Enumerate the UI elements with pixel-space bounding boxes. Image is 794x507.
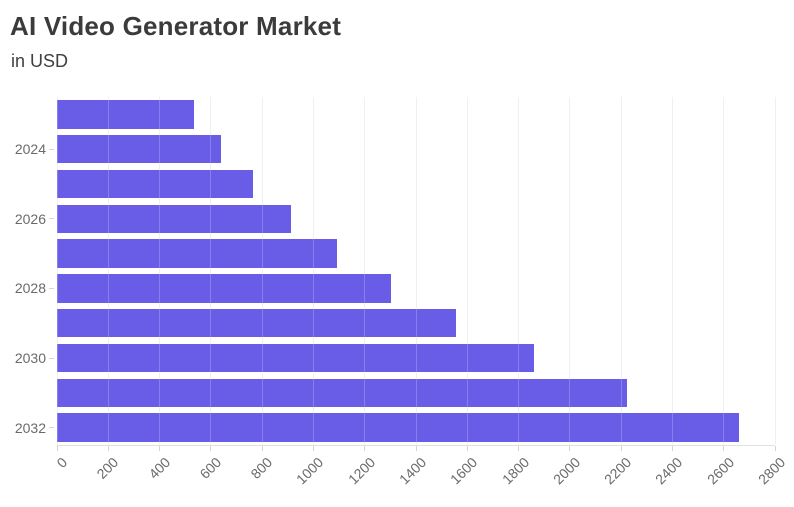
gridline-overlay: [569, 97, 571, 445]
y-axis-tick: [49, 427, 54, 429]
y-axis-tick-label: 2032: [14, 419, 46, 436]
x-axis-tick-label: 1400: [395, 454, 430, 488]
bar: [57, 378, 628, 408]
y-axis-tick: [49, 218, 54, 220]
x-axis-tick: [107, 446, 109, 451]
gridline-overlay: [466, 97, 468, 445]
bar: [57, 204, 292, 234]
gridline: [261, 97, 263, 445]
gridline-overlay: [261, 97, 263, 445]
gridline: [56, 97, 58, 445]
x-axis-tick-label: 1800: [498, 454, 532, 488]
x-axis-tick: [723, 446, 725, 451]
x-axis-tick: [620, 446, 622, 451]
plot-area: 0 200 400 600 800 1000 1200 1400 1600 1800 2000 220…: [15, 97, 788, 487]
gridline-overlay: [107, 97, 109, 445]
x-axis-tick-label: 0: [53, 454, 71, 471]
x-axis-tick: [56, 446, 58, 451]
x-axis-tick: [569, 446, 571, 451]
x-axis-tick-label: 200: [93, 454, 122, 482]
x-axis-tick-label: 1200: [344, 454, 379, 488]
x-axis-tick: [312, 446, 314, 451]
gridline: [159, 97, 161, 445]
x-axis-tick: [466, 446, 468, 451]
gridline: [671, 97, 673, 445]
bar: [57, 343, 535, 373]
bar: [57, 134, 221, 164]
x-axis-tick: [415, 446, 417, 451]
gridline-overlay: [159, 97, 161, 445]
gridline: [364, 97, 366, 445]
gridline-overlay: [671, 97, 673, 445]
gridline-overlay: [518, 97, 520, 445]
x-axis-tick: [159, 446, 161, 451]
x-axis-tick: [774, 446, 776, 451]
x-axis-tick: [364, 446, 366, 451]
gridline: [312, 97, 314, 445]
gridline: [723, 97, 725, 445]
chart-title: AI Video Generator Market: [10, 11, 342, 41]
y-axis-tick-label: 2028: [14, 280, 46, 297]
x-axis-tick-label: 2600: [703, 454, 738, 488]
x-axis-tick-label: 2000: [549, 454, 584, 488]
x-axis-tick-label: 2200: [601, 454, 635, 488]
x-axis-tick: [518, 446, 520, 451]
gridline: [774, 97, 776, 445]
x-axis-tick-label: 2800: [754, 454, 789, 488]
gridline-overlay: [723, 97, 725, 445]
gridline: [415, 97, 417, 445]
gridline-overlay: [56, 97, 58, 445]
x-axis-tick-label: 800: [247, 454, 276, 482]
chart-subtitle: in USD: [11, 51, 69, 71]
gridline-overlay: [774, 97, 776, 445]
gridline: [107, 97, 109, 445]
bar: [57, 308, 457, 338]
y-axis-tick: [49, 357, 54, 359]
gridline: [569, 97, 571, 445]
gridline-overlay: [620, 97, 622, 445]
x-axis-tick-label: 1000: [293, 454, 327, 488]
y-axis-tick-label: 2026: [14, 210, 46, 227]
bar: [57, 413, 739, 442]
x-axis-tick-label: 2400: [652, 454, 686, 488]
y-axis-tick-label: 2024: [14, 141, 46, 158]
gridline-overlay: [415, 97, 417, 445]
bar: [57, 100, 195, 129]
gridline: [620, 97, 622, 445]
x-axis-tick: [261, 446, 263, 451]
y-axis-tick: [49, 287, 54, 289]
y-axis-tick: [49, 148, 54, 150]
gridline: [466, 97, 468, 445]
gridline-overlay: [210, 97, 212, 445]
bar: [57, 239, 337, 268]
gridline: [210, 97, 212, 445]
x-axis-tick-label: 1600: [447, 454, 481, 488]
x-axis-tick-label: 400: [145, 454, 173, 482]
gridline-overlay: [312, 97, 314, 445]
x-axis-tick-label: 600: [196, 454, 225, 482]
gridline: [518, 97, 520, 445]
gridline-overlay: [364, 97, 366, 445]
bar: [57, 274, 392, 303]
x-axis-tick: [210, 446, 212, 451]
x-axis-tick: [671, 446, 673, 451]
bar: [57, 169, 253, 199]
y-axis-tick-label: 2030: [14, 350, 46, 366]
